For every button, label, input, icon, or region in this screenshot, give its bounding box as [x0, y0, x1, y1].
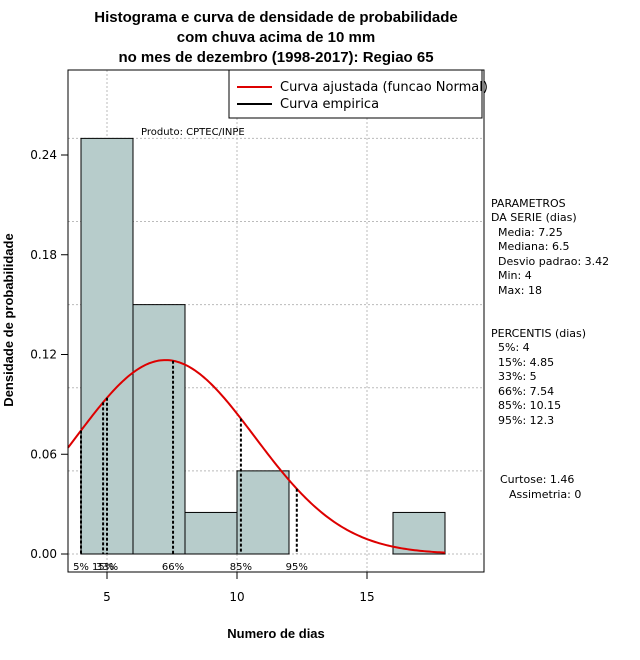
- y-tick-label: 0.18: [30, 248, 57, 262]
- y-axis-title: Densidade de probabilidade: [1, 233, 16, 406]
- percentis-66: 66%: 7.54: [498, 385, 554, 398]
- params-mediana: Mediana: 6.5: [498, 240, 569, 253]
- params-heading: PARAMETROS: [491, 197, 566, 210]
- percentile-label: 15%: [92, 562, 114, 573]
- assimetria-text: Assimetria: 0: [509, 488, 581, 501]
- x-tick-label: 10: [229, 590, 244, 604]
- legend-box: [228, 69, 483, 119]
- params-media: Media: 7.25: [498, 226, 563, 239]
- legend-label-normal: Curva ajustada (funcao Normal): [280, 80, 488, 95]
- params-desvio: Desvio padrao: 3.42: [498, 255, 609, 268]
- histogram-bar: [80, 137, 134, 555]
- parameters-panel: PARAMETROS DA SERIE (dias) Media: 7.25 M…: [491, 197, 609, 297]
- percentis-5: 5%: 4: [498, 341, 530, 354]
- percentis-95: 95%: 12.3: [498, 414, 554, 427]
- y-tick-label: 0.24: [30, 148, 57, 162]
- params-max: Max: 18: [498, 284, 542, 297]
- curtose-text: Curtose: 1.46: [500, 473, 574, 486]
- percentile-label: 66%: [162, 562, 184, 573]
- y-tick-label: 0.00: [30, 547, 57, 561]
- percentile-label: 5%: [73, 562, 89, 573]
- shape-stats-panel: Curtose: 1.46 Assimetria: 0: [500, 473, 581, 501]
- product-annotation: Produto: CPTEC/INPE: [141, 127, 245, 138]
- histogram-bar: [236, 470, 290, 555]
- histogram-bar: [392, 511, 446, 555]
- histogram-bar: [184, 511, 238, 555]
- chart-title-line-1: Histograma e curva de densidade de proba…: [94, 9, 457, 26]
- y-tick-label: 0.12: [30, 348, 57, 362]
- chart-title-line-2: com chuva acima de 10 mm: [177, 29, 375, 46]
- x-tick-label: 5: [103, 590, 111, 604]
- percentis-heading: PERCENTIS (dias): [491, 327, 586, 340]
- chart-title-line-3: no mes de dezembro (1998-2017): Regiao 6…: [118, 49, 433, 66]
- percentile-label: 33%: [96, 562, 118, 573]
- y-tick-label: 0.06: [30, 447, 57, 461]
- x-tick-label: 15: [359, 590, 374, 604]
- percentis-15: 15%: 4.85: [498, 356, 554, 369]
- legend-label-empirical: Curva empirica: [280, 97, 379, 112]
- params-min: Min: 4: [498, 269, 532, 282]
- percentis-33: 33%: 5: [498, 370, 537, 383]
- x-axis-title: Numero de dias: [227, 626, 325, 641]
- histogram-bar: [132, 304, 186, 555]
- percentis-85: 85%: 10.15: [498, 399, 561, 412]
- legend: Curva ajustada (funcao Normal) Curva emp…: [228, 69, 488, 119]
- percentile-label: 85%: [230, 562, 252, 573]
- percentis-panel: PERCENTIS (dias) 5%: 4 15%: 4.85 33%: 5 …: [491, 327, 586, 427]
- normal-curve-line: [67, 359, 446, 554]
- percentile-label: 95%: [286, 562, 308, 573]
- params-subheading: DA SERIE (dias): [491, 211, 577, 224]
